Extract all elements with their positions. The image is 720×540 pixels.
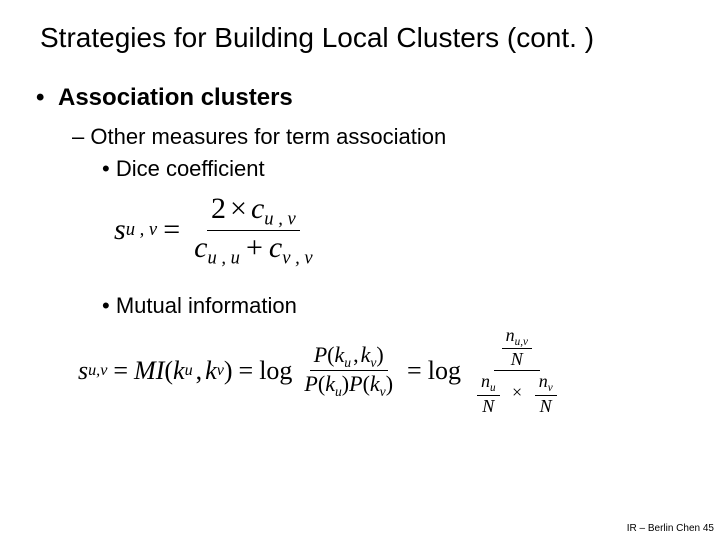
lparen-icon: ( xyxy=(363,371,370,396)
frac-nuv-over-n: nu,v N xyxy=(502,325,532,370)
var-p: P xyxy=(349,371,362,396)
dice-equation: su , v = 2×cu , v cu , u+cv , v xyxy=(114,192,321,269)
sub-v: v xyxy=(548,382,553,394)
fn-mi: MI xyxy=(134,356,164,386)
lparen-icon: ( xyxy=(164,356,173,386)
rparen-icon: ) xyxy=(386,371,393,396)
var-k: k xyxy=(361,342,371,367)
footer-text: IR – Berlin Chen xyxy=(627,523,703,534)
var-n: n xyxy=(539,371,548,391)
var-k: k xyxy=(325,371,335,396)
dice-numerator: 2×cu , v xyxy=(207,192,300,231)
const-two: 2 xyxy=(211,192,226,225)
mi-formula: su,v = MI(ku,kv) = log P(ku,kv) P(ku)P(k… xyxy=(78,325,690,417)
var-cap-n: N xyxy=(540,396,552,416)
lparen-icon: ( xyxy=(327,342,334,367)
mi-prob-denominator: P(ku)P(kv) xyxy=(300,371,397,399)
sub-uv: u,v xyxy=(88,362,107,380)
mi-fraction-prob: P(ku,kv) P(ku)P(kv) xyxy=(300,342,397,400)
var-k: k xyxy=(370,371,380,396)
times-icon: × xyxy=(508,382,526,402)
bullet-level3-dice: • Dice coefficient xyxy=(102,156,690,182)
bullet-level2: – Other measures for term association xyxy=(72,124,690,150)
mi-n-denominator: nu N × nv N xyxy=(469,371,565,416)
var-k: k xyxy=(335,342,345,367)
var-n: n xyxy=(506,325,515,345)
dash-icon: – xyxy=(72,124,84,149)
var-c: c xyxy=(194,231,207,264)
equals-icon: = xyxy=(233,356,260,386)
comma-icon: , xyxy=(351,342,361,367)
var-c: c xyxy=(251,192,264,225)
slide-footer: IR – Berlin Chen 45 xyxy=(627,523,714,534)
rparen-icon: ) xyxy=(342,371,349,396)
bullet-level2-text: Other measures for term association xyxy=(90,124,446,149)
var-n: n xyxy=(481,371,490,391)
bullet-level3-mi-text: Mutual information xyxy=(116,293,297,318)
page-title: Strategies for Building Local Clusters (… xyxy=(40,22,690,54)
nv-num: nv xyxy=(535,371,557,396)
bullet-dot-icon: • xyxy=(102,156,110,181)
equals-icon: = xyxy=(157,213,186,247)
var-s: s xyxy=(114,213,126,247)
var-k: k xyxy=(173,356,185,386)
fn-log: log xyxy=(428,356,465,386)
bullet-level3-mi: • Mutual information xyxy=(102,293,690,319)
fn-log: log xyxy=(259,356,296,386)
frac-nu-over-n: nu N xyxy=(477,371,500,416)
var-k: k xyxy=(205,356,217,386)
cap-n-den: N xyxy=(478,396,498,417)
nuv-num: nu,v xyxy=(502,325,532,350)
dice-fraction: 2×cu , v cu , u+cv , v xyxy=(190,192,317,269)
slide: Strategies for Building Local Clusters (… xyxy=(0,0,720,540)
comma-icon: , xyxy=(193,356,206,386)
plus-icon: + xyxy=(240,231,269,264)
times-icon: × xyxy=(226,192,251,225)
var-p: P xyxy=(314,342,327,367)
var-cap-n: N xyxy=(511,349,523,369)
cap-n-den: N xyxy=(536,396,556,417)
mi-equation: su,v = MI(ku,kv) = log P(ku,kv) P(ku)P(k… xyxy=(78,325,569,417)
footer-page-number: 45 xyxy=(703,523,714,534)
bullet-dot-icon: • xyxy=(102,293,110,318)
bullet-level1-text: Association clusters xyxy=(58,84,293,111)
mi-fraction-n: nu,v N nu N xyxy=(469,325,565,417)
sub-vv: v , v xyxy=(282,247,312,268)
bullet-dot-icon: • xyxy=(36,84,58,112)
dice-formula: su , v = 2×cu , v cu , u+cv , v xyxy=(114,192,690,269)
var-s: s xyxy=(78,356,88,386)
sub-uv: u,v xyxy=(515,336,528,348)
var-cap-n: N xyxy=(482,396,494,416)
sub-u: u xyxy=(335,384,342,399)
bullet-level3-dice-text: Dice coefficient xyxy=(116,156,265,181)
sub-u: u xyxy=(490,382,496,394)
equals-icon: = xyxy=(107,356,134,386)
equals-icon: = xyxy=(401,356,428,386)
rparen-icon: ) xyxy=(376,342,383,367)
cap-n-den: N xyxy=(507,349,527,370)
sub-u: u xyxy=(185,362,193,380)
var-c: c xyxy=(269,231,282,264)
dice-denominator: cu , u+cv , v xyxy=(190,231,317,269)
mi-n-numerator: nu,v N xyxy=(494,325,540,371)
sub-v: v xyxy=(217,362,224,380)
sub-uv: u , v xyxy=(126,219,158,241)
sub-uv: u , v xyxy=(264,209,296,230)
nu-num: nu xyxy=(477,371,500,396)
sub-uu: u , u xyxy=(207,247,240,268)
mi-prob-numerator: P(ku,kv) xyxy=(310,342,388,371)
rparen-icon: ) xyxy=(224,356,233,386)
bullet-level1: •Association clusters xyxy=(36,84,690,112)
frac-nv-over-n: nv N xyxy=(535,371,557,416)
var-p: P xyxy=(304,371,317,396)
